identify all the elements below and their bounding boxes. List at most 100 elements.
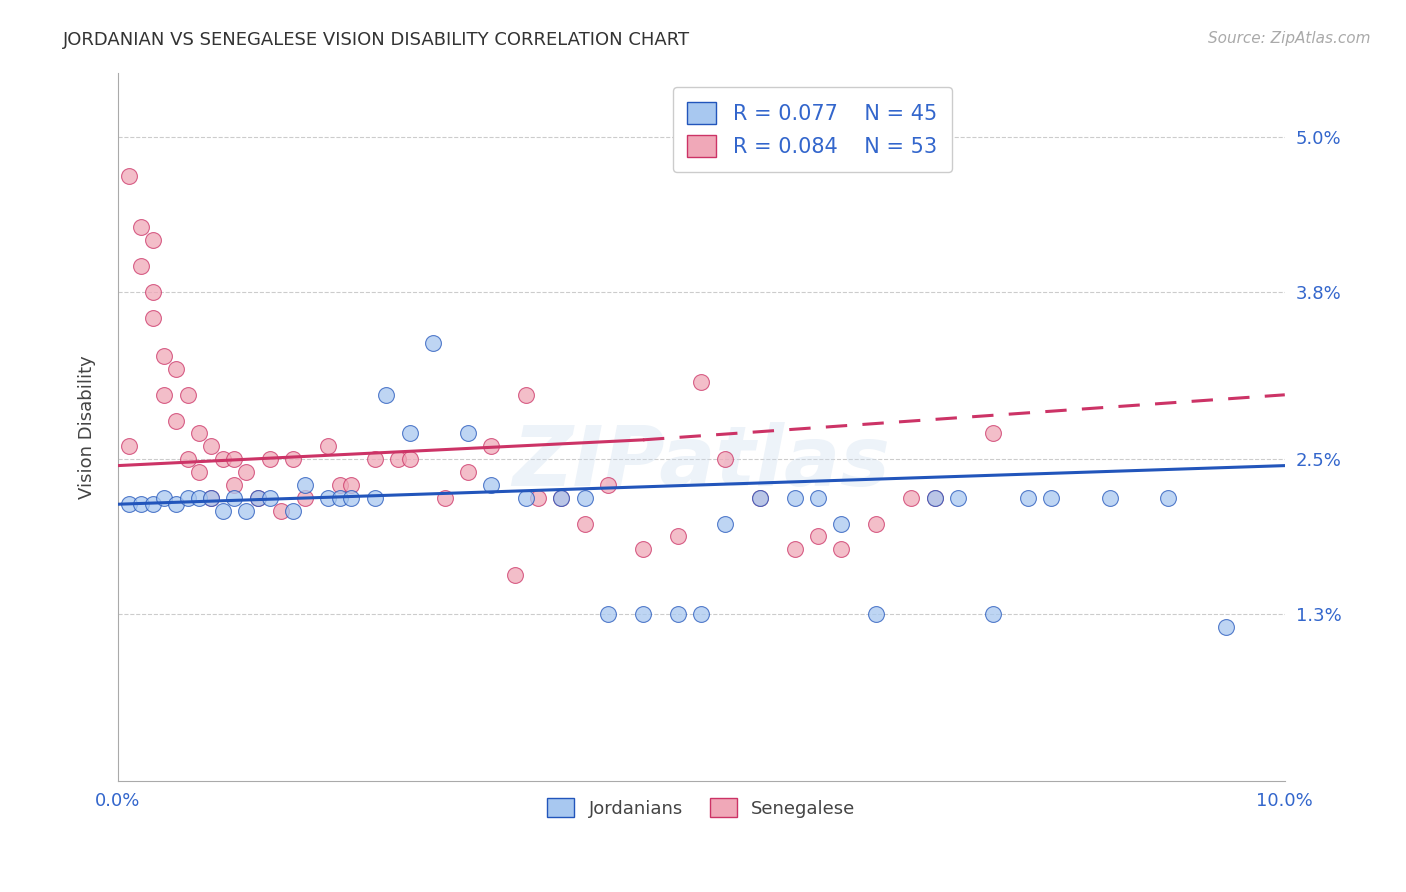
Point [457,426,479,441]
Point [165,413,187,427]
Point [129,497,152,511]
Point [690,375,713,389]
Point [270,503,292,517]
Point [328,478,350,492]
Point [900,491,922,505]
Point [515,491,537,505]
Point [398,426,420,441]
Point [294,491,316,505]
Point [748,491,770,505]
Point [666,529,689,543]
Point [246,491,269,505]
Point [830,516,852,531]
Point [316,439,339,453]
Point [165,362,187,376]
Point [165,497,187,511]
Point [328,491,350,505]
Point [515,388,537,402]
Point [246,491,269,505]
Point [200,439,222,453]
Point [142,233,165,247]
Point [783,491,806,505]
Point [281,503,304,517]
Point [574,516,596,531]
Point [457,465,479,479]
Point [188,465,211,479]
Point [118,497,141,511]
Point [1098,491,1121,505]
Point [631,607,654,621]
Point [690,607,713,621]
Point [550,491,572,505]
Point [387,452,409,467]
Point [783,542,806,557]
Point [259,491,281,505]
Point [807,529,830,543]
Point [574,491,596,505]
Point [666,607,689,621]
Point [188,426,211,441]
Point [422,336,444,351]
Point [375,388,398,402]
Point [865,607,887,621]
Text: ZIPatlas: ZIPatlas [512,422,890,503]
Point [153,491,176,505]
Point [865,516,887,531]
Point [1017,491,1039,505]
Point [981,607,1004,621]
Point [200,491,222,505]
Point [224,452,246,467]
Point [596,607,619,621]
Point [340,491,363,505]
Text: JORDANIAN VS SENEGALESE VISION DISABILITY CORRELATION CHART: JORDANIAN VS SENEGALESE VISION DISABILIT… [63,31,690,49]
Point [433,491,456,505]
Point [142,497,165,511]
Point [713,452,735,467]
Point [142,285,165,299]
Point [830,542,852,557]
Point [363,452,385,467]
Point [527,491,550,505]
Point [142,310,165,325]
Point [713,516,735,531]
Point [479,478,502,492]
Y-axis label: Vision Disability: Vision Disability [79,355,96,499]
Point [479,439,502,453]
Point [631,542,654,557]
Point [177,491,200,505]
Point [1157,491,1180,505]
Point [398,452,420,467]
Point [200,491,222,505]
Point [153,388,176,402]
Point [981,426,1004,441]
Point [1215,619,1237,633]
Point [211,503,233,517]
Point [177,452,200,467]
Point [129,259,152,273]
Point [281,452,304,467]
Point [177,388,200,402]
Point [211,452,233,467]
Text: Source: ZipAtlas.com: Source: ZipAtlas.com [1208,31,1371,46]
Point [596,478,619,492]
Point [946,491,969,505]
Point [235,465,257,479]
Point [224,478,246,492]
Point [748,491,770,505]
Point [316,491,339,505]
Point [1040,491,1063,505]
Point [807,491,830,505]
Point [224,491,246,505]
Point [188,491,211,505]
Legend: Jordanians, Senegalese: Jordanians, Senegalese [540,791,863,825]
Point [503,568,526,582]
Point [924,491,946,505]
Point [235,503,257,517]
Point [118,439,141,453]
Point [118,169,141,183]
Point [363,491,385,505]
Point [259,452,281,467]
Point [129,220,152,235]
Point [924,491,946,505]
Point [294,478,316,492]
